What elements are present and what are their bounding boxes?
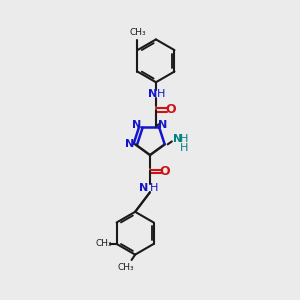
Text: H: H	[149, 183, 158, 193]
Text: CH₃: CH₃	[95, 239, 112, 248]
Text: H: H	[179, 143, 188, 153]
Text: N: N	[158, 120, 168, 130]
Text: O: O	[160, 165, 170, 178]
Text: N: N	[148, 88, 157, 98]
Text: CH₃: CH₃	[129, 28, 146, 38]
Text: H: H	[179, 134, 188, 144]
Text: N: N	[125, 140, 135, 149]
Text: N: N	[172, 134, 182, 144]
Text: H: H	[157, 88, 165, 98]
Text: N: N	[132, 120, 142, 130]
Text: O: O	[166, 103, 176, 116]
Text: N: N	[139, 183, 148, 193]
Text: CH₃: CH₃	[118, 263, 134, 272]
